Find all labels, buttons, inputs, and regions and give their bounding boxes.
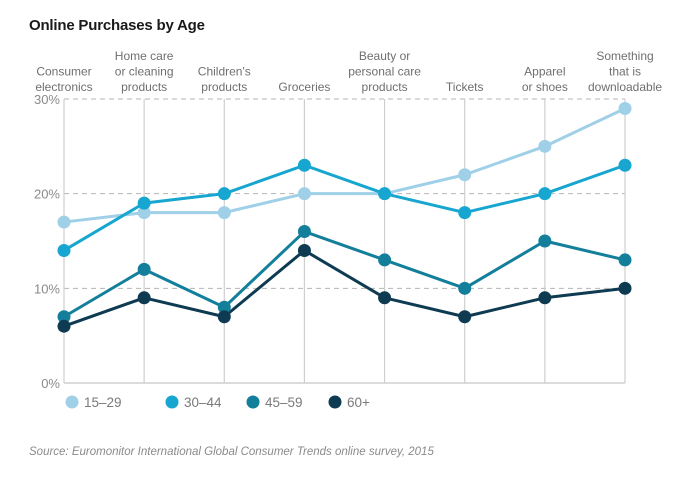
legend-marker-30–44 [165, 395, 179, 409]
data-point-30–44 [57, 243, 71, 257]
legend-marker-15–29 [65, 395, 79, 409]
data-point-60+ [538, 291, 552, 305]
category-label-line: Beauty or [359, 49, 410, 63]
data-point-45–59 [458, 281, 472, 295]
data-point-45–59 [618, 253, 632, 267]
category-label-line: Consumer [36, 65, 91, 79]
data-point-60+ [137, 291, 151, 305]
category-label-line: Tickets [446, 80, 484, 94]
data-point-15–29 [137, 206, 151, 220]
data-point-30–44 [297, 158, 311, 172]
data-point-45–59 [538, 234, 552, 248]
legend-label-45–59: 45–59 [265, 395, 303, 410]
category-label: Children's products [198, 65, 251, 95]
data-point-30–44 [618, 158, 632, 172]
legend-label-60+: 60+ [347, 395, 370, 410]
category-label-line: products [201, 80, 247, 94]
category-label-line: or shoes [522, 80, 568, 94]
category-label-line: products [121, 80, 167, 94]
category-label-line: Groceries [278, 80, 330, 94]
data-point-45–59 [297, 225, 311, 239]
data-point-30–44 [538, 187, 552, 201]
data-point-60+ [378, 291, 392, 305]
category-label: Home care or cleaning products [115, 49, 174, 94]
data-point-60+ [297, 243, 311, 257]
legend: 15–29 30–44 45–59 60+ [65, 395, 370, 410]
data-point-45–59 [217, 300, 231, 314]
data-point-60+ [57, 319, 71, 333]
legend-label-15–29: 15–29 [84, 395, 122, 410]
source-note: Source: Euromonitor International Global… [29, 446, 434, 458]
data-point-15–29 [458, 168, 472, 182]
data-point-30–44 [378, 187, 392, 201]
data-point-15–29 [618, 101, 632, 115]
series-line-15–29 [63, 107, 626, 224]
category-label-line: personal care [348, 65, 421, 79]
category-label-line: products [362, 80, 408, 94]
series-points [57, 101, 632, 333]
data-point-45–59 [137, 262, 151, 276]
category-label-line: or cleaning [115, 65, 174, 79]
data-point-45–59 [57, 310, 71, 324]
data-point-60+ [458, 310, 472, 324]
category-label: Beauty or personal care products [348, 49, 421, 94]
legend-marker-60+ [328, 395, 342, 409]
chart-title: Online Purchases by Age [29, 17, 205, 34]
data-point-60+ [618, 281, 632, 295]
data-point-30–44 [137, 196, 151, 210]
category-label-line: Children's [198, 65, 251, 79]
legend-marker-45–59 [246, 395, 260, 409]
category-label-line: electronics [35, 80, 92, 94]
data-point-30–44 [458, 206, 472, 220]
category-label: Something that is downloadable [588, 49, 662, 94]
legend-label-30–44: 30–44 [184, 395, 222, 410]
data-point-15–29 [297, 187, 311, 201]
data-point-45–59 [378, 253, 392, 267]
category-label-line: Apparel [524, 65, 565, 79]
category-label: Tickets [446, 80, 484, 94]
y-tick-label: 30% [34, 92, 60, 107]
y-tick-label: 10% [34, 281, 60, 296]
series-line-45–59 [63, 230, 626, 319]
category-label-line: Home care [115, 49, 174, 63]
series-lines [63, 107, 626, 328]
category-label: Apparel or shoes [522, 65, 568, 95]
category-label-line: Something [596, 49, 653, 63]
category-label: Consumer electronics [35, 65, 92, 95]
data-point-60+ [217, 310, 231, 324]
data-point-15–29 [57, 215, 71, 229]
series-line-60+ [63, 248, 626, 328]
category-label-line: downloadable [588, 80, 662, 94]
series-line-30–44 [63, 163, 626, 252]
data-point-30–44 [217, 187, 231, 201]
y-tick-label: 20% [34, 187, 60, 202]
y-tick-label: 0% [41, 376, 60, 391]
category-label: Groceries [278, 80, 330, 94]
data-point-15–29 [217, 206, 231, 220]
y-axis-ticks: 0% 10% 20% 30% [34, 92, 60, 391]
data-point-15–29 [538, 139, 552, 153]
category-label-line: that is [609, 65, 641, 79]
